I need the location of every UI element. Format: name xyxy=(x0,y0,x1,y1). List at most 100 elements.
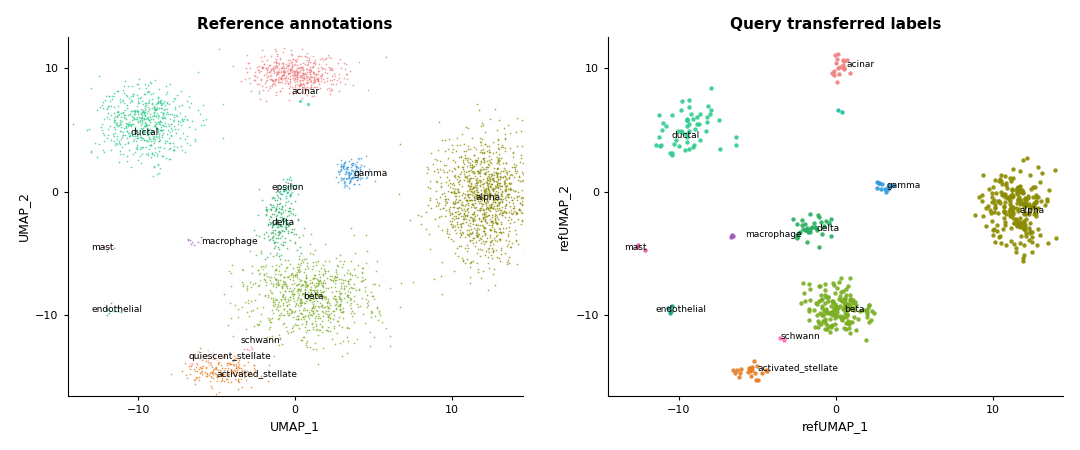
Point xyxy=(224,357,241,364)
Point xyxy=(469,184,486,191)
Point xyxy=(534,214,551,221)
Point xyxy=(837,302,854,310)
Point xyxy=(140,105,158,112)
Point xyxy=(326,277,343,284)
Point xyxy=(459,227,476,234)
Point xyxy=(426,156,443,163)
Point xyxy=(807,324,824,331)
Point xyxy=(477,187,495,194)
Point xyxy=(269,68,286,76)
Point xyxy=(112,136,130,143)
Point xyxy=(328,270,346,277)
Point xyxy=(152,123,170,130)
Point xyxy=(205,356,222,363)
Point xyxy=(503,197,521,204)
Point xyxy=(461,219,478,226)
Point xyxy=(161,134,178,141)
Point xyxy=(136,123,153,130)
Point xyxy=(421,245,438,252)
Point xyxy=(446,203,463,210)
Point xyxy=(483,218,500,225)
Point xyxy=(253,65,270,72)
Point xyxy=(1011,221,1028,228)
Point xyxy=(311,72,328,80)
Point xyxy=(266,58,283,65)
Point xyxy=(219,360,237,367)
Point xyxy=(333,297,350,305)
Point xyxy=(990,177,1008,184)
Point xyxy=(287,72,305,80)
Point xyxy=(1017,201,1035,208)
Point xyxy=(122,92,139,99)
Point xyxy=(272,68,289,75)
Point xyxy=(292,278,309,285)
Point xyxy=(478,234,496,241)
Point xyxy=(281,69,298,76)
Point xyxy=(460,231,477,238)
Point xyxy=(341,269,359,276)
Point xyxy=(472,186,489,193)
Point xyxy=(997,242,1014,249)
Point xyxy=(519,227,537,234)
Point xyxy=(1012,239,1029,247)
Point xyxy=(456,161,473,168)
Point xyxy=(504,153,522,160)
Point xyxy=(742,365,759,372)
Point xyxy=(245,361,262,369)
Point xyxy=(985,196,1002,203)
Point xyxy=(449,163,467,171)
Point xyxy=(469,192,486,199)
Point xyxy=(246,226,264,233)
Point xyxy=(117,77,134,85)
Point xyxy=(271,331,288,338)
Point xyxy=(107,117,124,124)
Point xyxy=(685,144,702,151)
Point xyxy=(274,187,292,194)
Point xyxy=(349,177,366,184)
Point xyxy=(488,214,505,221)
Point xyxy=(249,322,267,329)
Point xyxy=(299,100,316,108)
Point xyxy=(441,166,458,174)
Point xyxy=(230,305,247,312)
Point xyxy=(351,302,368,310)
Point xyxy=(662,307,679,314)
Point xyxy=(150,162,167,169)
Point xyxy=(974,212,991,220)
Point xyxy=(340,281,357,288)
Point xyxy=(307,70,324,77)
Point xyxy=(475,186,492,193)
Point xyxy=(343,312,361,319)
Point xyxy=(256,272,273,279)
Point xyxy=(711,116,728,123)
Point xyxy=(463,135,481,142)
Point xyxy=(267,64,284,72)
Point xyxy=(99,125,117,132)
Point xyxy=(973,198,990,205)
Point xyxy=(298,262,315,269)
Point xyxy=(293,85,310,92)
Point xyxy=(258,207,275,215)
Point xyxy=(338,299,355,306)
Point xyxy=(261,218,279,225)
Point xyxy=(840,324,858,331)
Point xyxy=(156,113,173,120)
Point xyxy=(489,215,507,222)
Point xyxy=(343,159,361,166)
Point xyxy=(475,224,492,231)
Point xyxy=(333,162,350,170)
Point xyxy=(870,179,888,186)
Point xyxy=(462,166,480,174)
Point xyxy=(276,80,294,87)
Point xyxy=(202,369,219,376)
Point xyxy=(340,173,357,180)
Point xyxy=(96,131,113,138)
Point xyxy=(333,156,350,163)
Point xyxy=(340,288,357,295)
Point xyxy=(473,211,490,218)
Point xyxy=(451,141,469,148)
Point xyxy=(465,192,483,199)
Point xyxy=(135,136,152,144)
Point xyxy=(474,194,491,202)
Point xyxy=(478,198,496,205)
